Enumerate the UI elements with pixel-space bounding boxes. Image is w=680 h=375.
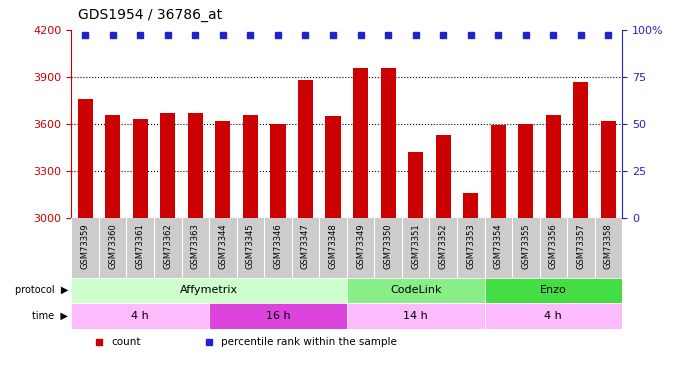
Bar [408, 152, 423, 218]
Bar [546, 114, 561, 218]
Bar [298, 80, 313, 218]
Text: GSM73352: GSM73352 [439, 224, 447, 269]
Text: time  ▶: time ▶ [32, 311, 68, 321]
Text: GSM73344: GSM73344 [218, 224, 227, 269]
Text: GSM73355: GSM73355 [522, 224, 530, 269]
Bar [71, 303, 209, 329]
Bar [381, 68, 396, 218]
Text: Enzo: Enzo [540, 285, 566, 296]
Bar [243, 114, 258, 218]
Text: GSM73361: GSM73361 [136, 224, 145, 269]
Bar [484, 278, 622, 303]
Text: GSM73351: GSM73351 [411, 224, 420, 269]
Bar [216, 121, 231, 218]
Text: protocol  ▶: protocol ▶ [15, 285, 68, 296]
Text: 14 h: 14 h [403, 311, 428, 321]
Text: GSM73346: GSM73346 [273, 224, 282, 269]
Bar [347, 303, 485, 329]
Bar [326, 116, 341, 218]
Text: GSM73358: GSM73358 [604, 224, 613, 269]
Text: GSM73347: GSM73347 [301, 224, 310, 269]
Text: percentile rank within the sample: percentile rank within the sample [221, 337, 397, 346]
Bar [188, 113, 203, 218]
Text: GSM73348: GSM73348 [328, 224, 337, 269]
Bar [105, 114, 120, 218]
Text: GSM73357: GSM73357 [577, 224, 585, 269]
Text: GSM73359: GSM73359 [81, 224, 90, 269]
Bar [573, 82, 588, 218]
Bar [436, 135, 451, 218]
Bar [209, 303, 347, 329]
Bar [133, 119, 148, 218]
Bar [491, 126, 506, 218]
Bar [347, 278, 485, 303]
Bar [518, 124, 533, 218]
Text: GSM73350: GSM73350 [384, 224, 392, 269]
Text: 4 h: 4 h [131, 311, 149, 321]
Bar [601, 121, 616, 218]
Bar [160, 113, 175, 218]
Text: 16 h: 16 h [266, 311, 290, 321]
Text: GDS1954 / 36786_at: GDS1954 / 36786_at [78, 9, 222, 22]
Text: GSM73360: GSM73360 [108, 224, 117, 269]
Text: GSM73353: GSM73353 [466, 224, 475, 269]
Bar [71, 278, 347, 303]
Text: GSM73356: GSM73356 [549, 224, 558, 269]
Text: GSM73349: GSM73349 [356, 224, 365, 269]
Text: GSM73354: GSM73354 [494, 224, 503, 269]
Bar [271, 124, 286, 218]
Bar [463, 193, 478, 218]
Bar [484, 303, 622, 329]
Text: GSM73345: GSM73345 [246, 224, 255, 269]
Bar [353, 68, 368, 218]
Text: GSM73362: GSM73362 [163, 224, 172, 269]
Text: count: count [111, 337, 141, 346]
Text: Affymetrix: Affymetrix [180, 285, 238, 296]
Text: CodeLink: CodeLink [390, 285, 441, 296]
Text: GSM73363: GSM73363 [191, 224, 200, 269]
Text: 4 h: 4 h [545, 311, 562, 321]
Bar [78, 99, 92, 218]
